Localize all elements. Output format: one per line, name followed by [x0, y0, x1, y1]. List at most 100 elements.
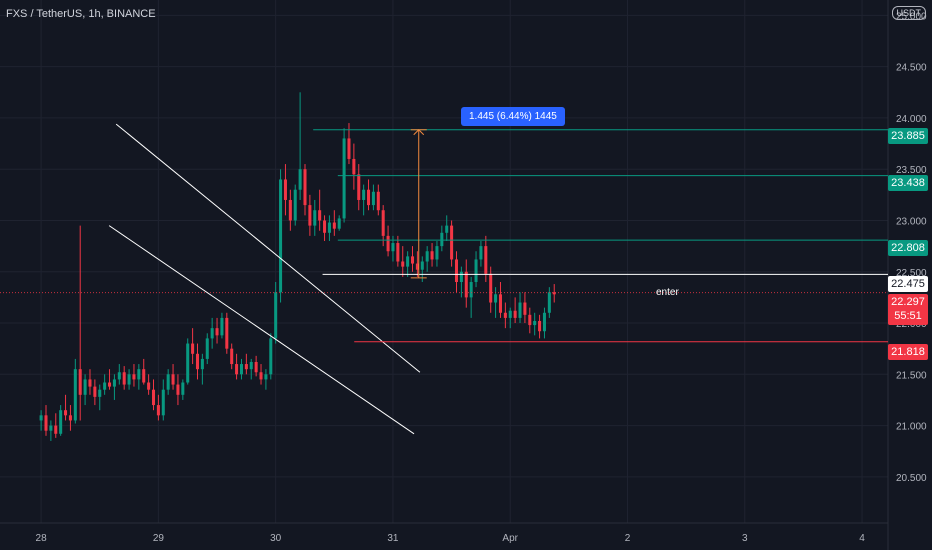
candle-body	[64, 410, 68, 416]
candle-body	[239, 364, 243, 375]
candle-body	[484, 246, 488, 274]
candle-body	[425, 251, 429, 262]
candle-body	[210, 328, 214, 339]
channel-line	[115, 123, 421, 373]
candle-body	[474, 259, 478, 283]
symbol-legend[interactable]: FXS / TetherUS, 1h, BINANCE	[6, 8, 156, 20]
x-tick-label: Apr	[502, 533, 518, 544]
candle-body	[191, 343, 195, 354]
candle-body	[479, 246, 483, 260]
candle-body	[308, 205, 312, 226]
candle-body	[249, 361, 253, 370]
candle-body	[494, 294, 498, 303]
candle-body	[410, 256, 415, 264]
candle-body	[303, 169, 307, 206]
candle-body	[542, 312, 546, 332]
candle-body	[156, 405, 160, 416]
candle-body	[68, 415, 72, 421]
candle-body	[440, 232, 444, 247]
candle-body	[489, 273, 493, 303]
candle-body	[293, 189, 297, 221]
candle-body	[347, 138, 351, 159]
target-price-pill-1: 23.885	[888, 128, 928, 144]
candle-body	[430, 251, 434, 260]
candle-body	[147, 382, 151, 390]
y-tick-label: 22.500	[896, 268, 927, 279]
candle-body	[318, 210, 322, 221]
candle-body	[264, 374, 268, 380]
candle-body	[533, 320, 537, 326]
candle-body	[450, 225, 454, 260]
x-tick-label: 29	[153, 533, 165, 544]
candle-body	[396, 243, 400, 262]
y-tick-label: 23.000	[896, 216, 927, 227]
candle-body	[200, 358, 204, 370]
measure-arrowhead	[413, 129, 425, 136]
candle-body	[259, 372, 263, 380]
x-tick-label: 4	[859, 533, 865, 544]
candle-body	[112, 379, 116, 387]
candle-body	[459, 271, 463, 283]
target-price-pill-3: 22.808	[888, 240, 928, 256]
candle-body	[381, 210, 385, 236]
candle-body	[176, 384, 180, 395]
y-tick-label: 20.500	[896, 473, 927, 484]
candle-body	[83, 379, 87, 395]
candle-body	[518, 302, 522, 318]
candle-body	[93, 386, 97, 397]
candle-body	[362, 189, 366, 200]
current-price: 22.297	[891, 296, 925, 308]
candle-body	[205, 338, 209, 359]
candle-body	[538, 320, 542, 332]
x-tick-label: 3	[742, 533, 748, 544]
current-price-box: 22.297 55:51	[888, 294, 928, 325]
candle-body	[288, 199, 292, 221]
enter-price-pill: 22.475	[888, 276, 928, 292]
candle-body	[39, 415, 43, 421]
candle-body	[415, 263, 419, 270]
candle-body	[552, 292, 556, 295]
candle-body	[342, 138, 346, 219]
candle-body	[528, 314, 532, 326]
candle-body	[323, 220, 327, 233]
candle-body	[161, 389, 165, 416]
candle-body	[225, 317, 229, 349]
candle-body	[98, 389, 102, 397]
candle-body	[279, 179, 283, 293]
candle-body	[137, 369, 141, 380]
y-tick-label: 25.000	[896, 11, 927, 22]
candle-body	[181, 382, 185, 395]
candle-body	[327, 222, 331, 233]
candle-body	[117, 372, 121, 380]
x-tick-label: 2	[625, 533, 631, 544]
candle-body	[108, 382, 112, 387]
candle-body	[122, 372, 126, 385]
candle-body	[54, 425, 58, 434]
candle-body	[283, 179, 287, 200]
candle-body	[332, 222, 336, 229]
candle-body	[352, 158, 356, 175]
candle-body	[513, 310, 517, 318]
candle-body	[401, 261, 405, 267]
candle-body	[103, 382, 107, 390]
y-tick-label: 24.000	[896, 114, 927, 125]
countdown-timer: 55:51	[894, 310, 922, 322]
channel-line	[108, 225, 415, 435]
candle-body	[44, 415, 48, 431]
candle-body	[78, 369, 82, 395]
candle-body	[391, 243, 395, 252]
candle-body	[274, 292, 278, 339]
candle-body	[406, 256, 410, 267]
x-tick-label: 28	[36, 533, 48, 544]
candle-body	[195, 353, 200, 370]
x-tick-label: 31	[387, 533, 399, 544]
candle-body	[469, 282, 473, 298]
currency-badge[interactable]: USDT	[891, 6, 926, 20]
candle-body	[367, 189, 371, 206]
candle-body	[88, 379, 92, 387]
candle-body	[166, 374, 170, 390]
measure-label: 1.445 (6.44%) 1445	[461, 107, 565, 126]
candle-body	[503, 312, 507, 318]
